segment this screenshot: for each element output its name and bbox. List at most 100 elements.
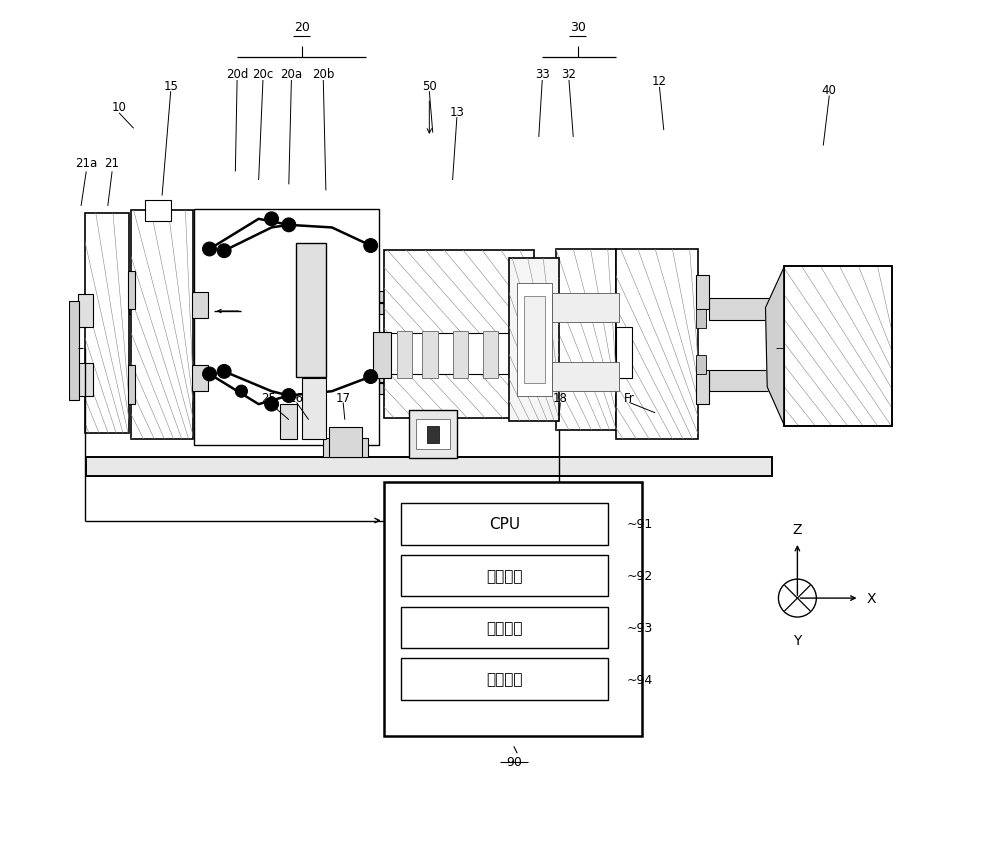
Text: 输入接口: 输入接口 (486, 620, 523, 635)
Text: Z: Z (793, 523, 802, 536)
Bar (784, 267, 892, 426)
Text: 20d: 20d (226, 68, 248, 82)
Text: 10: 10 (112, 101, 126, 115)
Text: 17: 17 (336, 391, 351, 405)
Text: 20c: 20c (252, 68, 274, 82)
Text: CPU: CPU (489, 517, 520, 532)
Bar (397, 331, 412, 379)
Circle shape (203, 368, 216, 381)
Text: 18: 18 (553, 391, 568, 405)
Text: 90: 90 (506, 755, 522, 768)
Bar (509, 258, 559, 422)
Bar (709, 299, 786, 320)
Text: ~93: ~93 (627, 621, 653, 635)
Circle shape (282, 219, 296, 232)
Bar (69, 301, 79, 400)
Bar (192, 366, 208, 392)
Bar (329, 427, 362, 457)
Bar (509, 258, 559, 422)
Text: 21a: 21a (75, 157, 97, 170)
Bar (453, 331, 468, 379)
Bar (784, 267, 892, 426)
Bar (616, 250, 698, 439)
Bar (85, 214, 129, 433)
Text: 40: 40 (822, 84, 837, 97)
Bar (427, 426, 439, 443)
Bar (129, 372, 681, 382)
Circle shape (203, 243, 216, 257)
Bar (296, 244, 326, 377)
Text: 30: 30 (570, 22, 586, 34)
Text: 13: 13 (449, 105, 464, 119)
Bar (401, 504, 608, 545)
Bar (194, 210, 379, 445)
Bar (85, 214, 129, 433)
Circle shape (217, 365, 231, 379)
Bar (517, 284, 552, 396)
Bar (401, 555, 608, 597)
Bar (709, 370, 786, 392)
Text: 50: 50 (422, 79, 437, 93)
Bar (373, 332, 391, 379)
Text: 12: 12 (652, 75, 667, 89)
Bar (384, 333, 547, 375)
Bar (524, 297, 545, 383)
Circle shape (364, 370, 378, 384)
Bar (384, 482, 642, 736)
Bar (784, 267, 892, 426)
Bar (696, 356, 706, 375)
Bar (129, 292, 681, 302)
Text: 16: 16 (289, 391, 304, 405)
Circle shape (364, 239, 378, 253)
Text: ~92: ~92 (627, 569, 653, 583)
Text: 33: 33 (535, 68, 550, 82)
Text: 21: 21 (105, 157, 120, 170)
Text: 存储介质: 存储介质 (486, 568, 523, 584)
Bar (384, 251, 534, 418)
Bar (696, 276, 709, 310)
Bar (78, 294, 93, 327)
Text: 32: 32 (562, 68, 576, 82)
Bar (409, 411, 457, 458)
Circle shape (235, 386, 247, 398)
Bar (401, 607, 608, 648)
Bar (192, 293, 208, 319)
Bar (129, 384, 681, 394)
Bar (129, 304, 681, 314)
Bar (616, 327, 632, 379)
Bar (556, 250, 616, 430)
Bar (78, 363, 93, 396)
Bar (384, 251, 534, 418)
Bar (483, 331, 498, 379)
Bar (131, 211, 193, 439)
Bar (552, 294, 619, 323)
Text: ~91: ~91 (627, 517, 653, 531)
Text: 15: 15 (163, 79, 178, 93)
Bar (552, 362, 619, 392)
Text: ~94: ~94 (627, 672, 653, 686)
Bar (401, 659, 608, 700)
Bar (280, 405, 297, 439)
Bar (86, 457, 772, 476)
Bar (145, 201, 171, 222)
Bar (128, 271, 135, 310)
Circle shape (217, 245, 231, 258)
Text: 20b: 20b (312, 68, 334, 82)
Circle shape (265, 398, 278, 412)
Bar (422, 331, 438, 379)
Bar (323, 438, 368, 457)
Text: X: X (866, 592, 876, 605)
Circle shape (282, 389, 296, 403)
Bar (131, 211, 193, 439)
Polygon shape (765, 267, 784, 426)
Bar (556, 250, 616, 430)
Text: 20: 20 (294, 22, 310, 34)
Circle shape (239, 389, 244, 394)
Bar (302, 379, 326, 439)
Circle shape (265, 213, 278, 226)
Text: Fr: Fr (624, 391, 635, 405)
Text: Y: Y (793, 633, 802, 647)
Bar (416, 419, 450, 449)
Bar (696, 310, 706, 329)
Text: 25: 25 (262, 391, 276, 405)
